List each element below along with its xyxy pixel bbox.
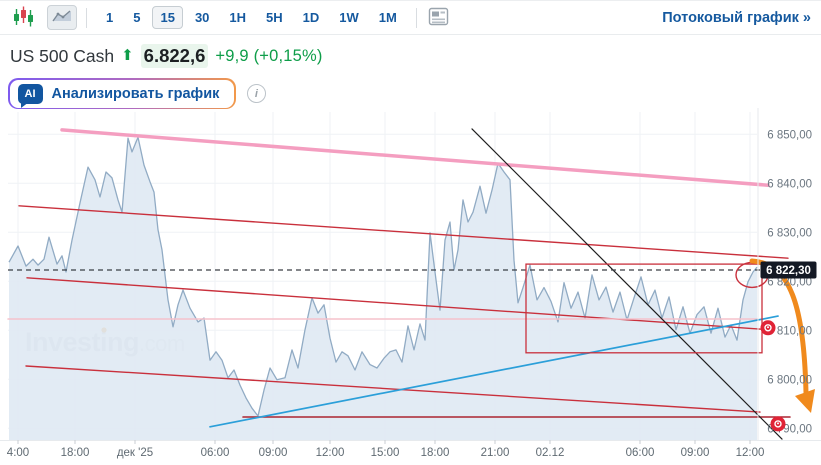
chart-toolbar: 1 5 15 30 1H 5H 1D 1W 1M Потоковый график »: [0, 0, 821, 35]
chart-area: Investing.com6 850,006 840,006 830,006 8…: [0, 103, 821, 465]
timeframe-15-button[interactable]: 15: [152, 6, 183, 29]
timeframe-5h-button[interactable]: 5H: [258, 6, 291, 29]
last-price: 6.822,6: [140, 44, 209, 68]
price-axis-tick-label[interactable]: 6 810,00: [767, 325, 812, 337]
price-series-line: [8, 136, 758, 417]
time-axis-tick-label[interactable]: дек '25: [117, 447, 153, 459]
timeframe-30-button[interactable]: 30: [187, 6, 217, 29]
time-axis-tick-label[interactable]: 21:00: [481, 447, 510, 459]
news-page-icon: [428, 7, 449, 29]
axis-marker-upper-glyph: [764, 324, 772, 332]
candlestick-chart-icon: [12, 5, 35, 31]
trend-line-channel-lower-red: [25, 365, 761, 413]
axis-marker-lower-glyph: [774, 420, 782, 428]
timeframe-1m-button[interactable]: 1M: [371, 6, 405, 29]
ai-badge-icon: AI: [17, 83, 43, 108]
toolbar-divider: [415, 7, 417, 28]
time-axis-tick-label[interactable]: 12:00: [736, 447, 765, 459]
streaming-chart-link[interactable]: Потоковый график »: [662, 9, 811, 26]
price-change: +9,9 (+0,15%): [215, 46, 323, 65]
toolbar-divider: [86, 7, 87, 28]
price-area-fill: [9, 137, 757, 440]
area-chart-type-icon: [51, 8, 73, 27]
area-chart-type-button[interactable]: [47, 5, 77, 30]
time-axis-tick-label[interactable]: 18:00: [61, 447, 90, 459]
time-axis-tick-label[interactable]: 06:00: [626, 447, 655, 459]
time-axis-tick-label[interactable]: 18:00: [421, 447, 450, 459]
info-icon[interactable]: i: [246, 84, 266, 103]
axis-marker-lower-dot: [777, 422, 779, 425]
time-axis-tick-label[interactable]: 02.12: [536, 447, 565, 459]
time-axis-tick-label[interactable]: 15:00: [371, 447, 400, 459]
price-axis-tick-label[interactable]: 6 820,00: [767, 276, 812, 288]
trend-line-channel-mid-red: [26, 277, 771, 331]
ai-analyze-label: Анализировать график: [51, 85, 220, 102]
price-axis-tick-label[interactable]: 6 830,00: [767, 227, 812, 239]
price-chart[interactable]: Investing.com6 850,006 840,006 830,006 8…: [0, 103, 821, 465]
price-axis-tick-label[interactable]: 6 840,00: [767, 178, 812, 190]
ai-analyze-bar: AI Анализировать график i: [8, 78, 821, 109]
trend-line-channel-upper-red: [18, 205, 789, 259]
timeframe-group: 1 5 15 30 1H 5H 1D 1W 1M: [96, 6, 407, 29]
news-page-button[interactable]: [426, 5, 451, 31]
trend-line-ascending-blue: [209, 315, 779, 428]
price-axis-tick-label[interactable]: 6 850,00: [767, 129, 812, 141]
time-axis-tick-label[interactable]: 4:00: [7, 447, 29, 459]
time-axis-tick-label[interactable]: 09:00: [681, 447, 710, 459]
ai-analyze-button[interactable]: AI Анализировать график: [8, 78, 236, 109]
price-axis-tick-label[interactable]: 6 800,00: [767, 374, 812, 386]
ai-analyze-button-inner[interactable]: AI Анализировать график: [9, 79, 235, 108]
last-price-tag: [760, 261, 817, 279]
trend-line-descending-black: [471, 128, 783, 440]
analysis-rectangle: [525, 263, 763, 354]
last-price-tag-value: 6 822,30: [766, 265, 811, 277]
arrow-up-icon: ⬆: [121, 46, 134, 64]
timeframe-1d-button[interactable]: 1D: [295, 6, 328, 29]
down-arrow-head-icon: [795, 389, 815, 413]
timeframe-5-button[interactable]: 5: [125, 6, 148, 29]
trend-line-resistance-pink-thick: [60, 128, 770, 187]
axis-marker-upper-dot: [767, 326, 769, 329]
quote-header: US 500 Cash ⬆ 6.822,6 +9,9 (+0,15%): [0, 35, 821, 68]
time-axis-tick-label[interactable]: 09:00: [259, 447, 288, 459]
candlestick-chart-button[interactable]: [10, 3, 37, 33]
timeframe-1-button[interactable]: 1: [98, 6, 121, 29]
time-axis-tick-label[interactable]: 12:00: [316, 447, 345, 459]
timeframe-1h-button[interactable]: 1H: [221, 6, 254, 29]
timeframe-1w-button[interactable]: 1W: [331, 6, 367, 29]
time-axis-tick-label[interactable]: 06:00: [201, 447, 230, 459]
instrument-name: US 500 Cash: [10, 45, 115, 66]
